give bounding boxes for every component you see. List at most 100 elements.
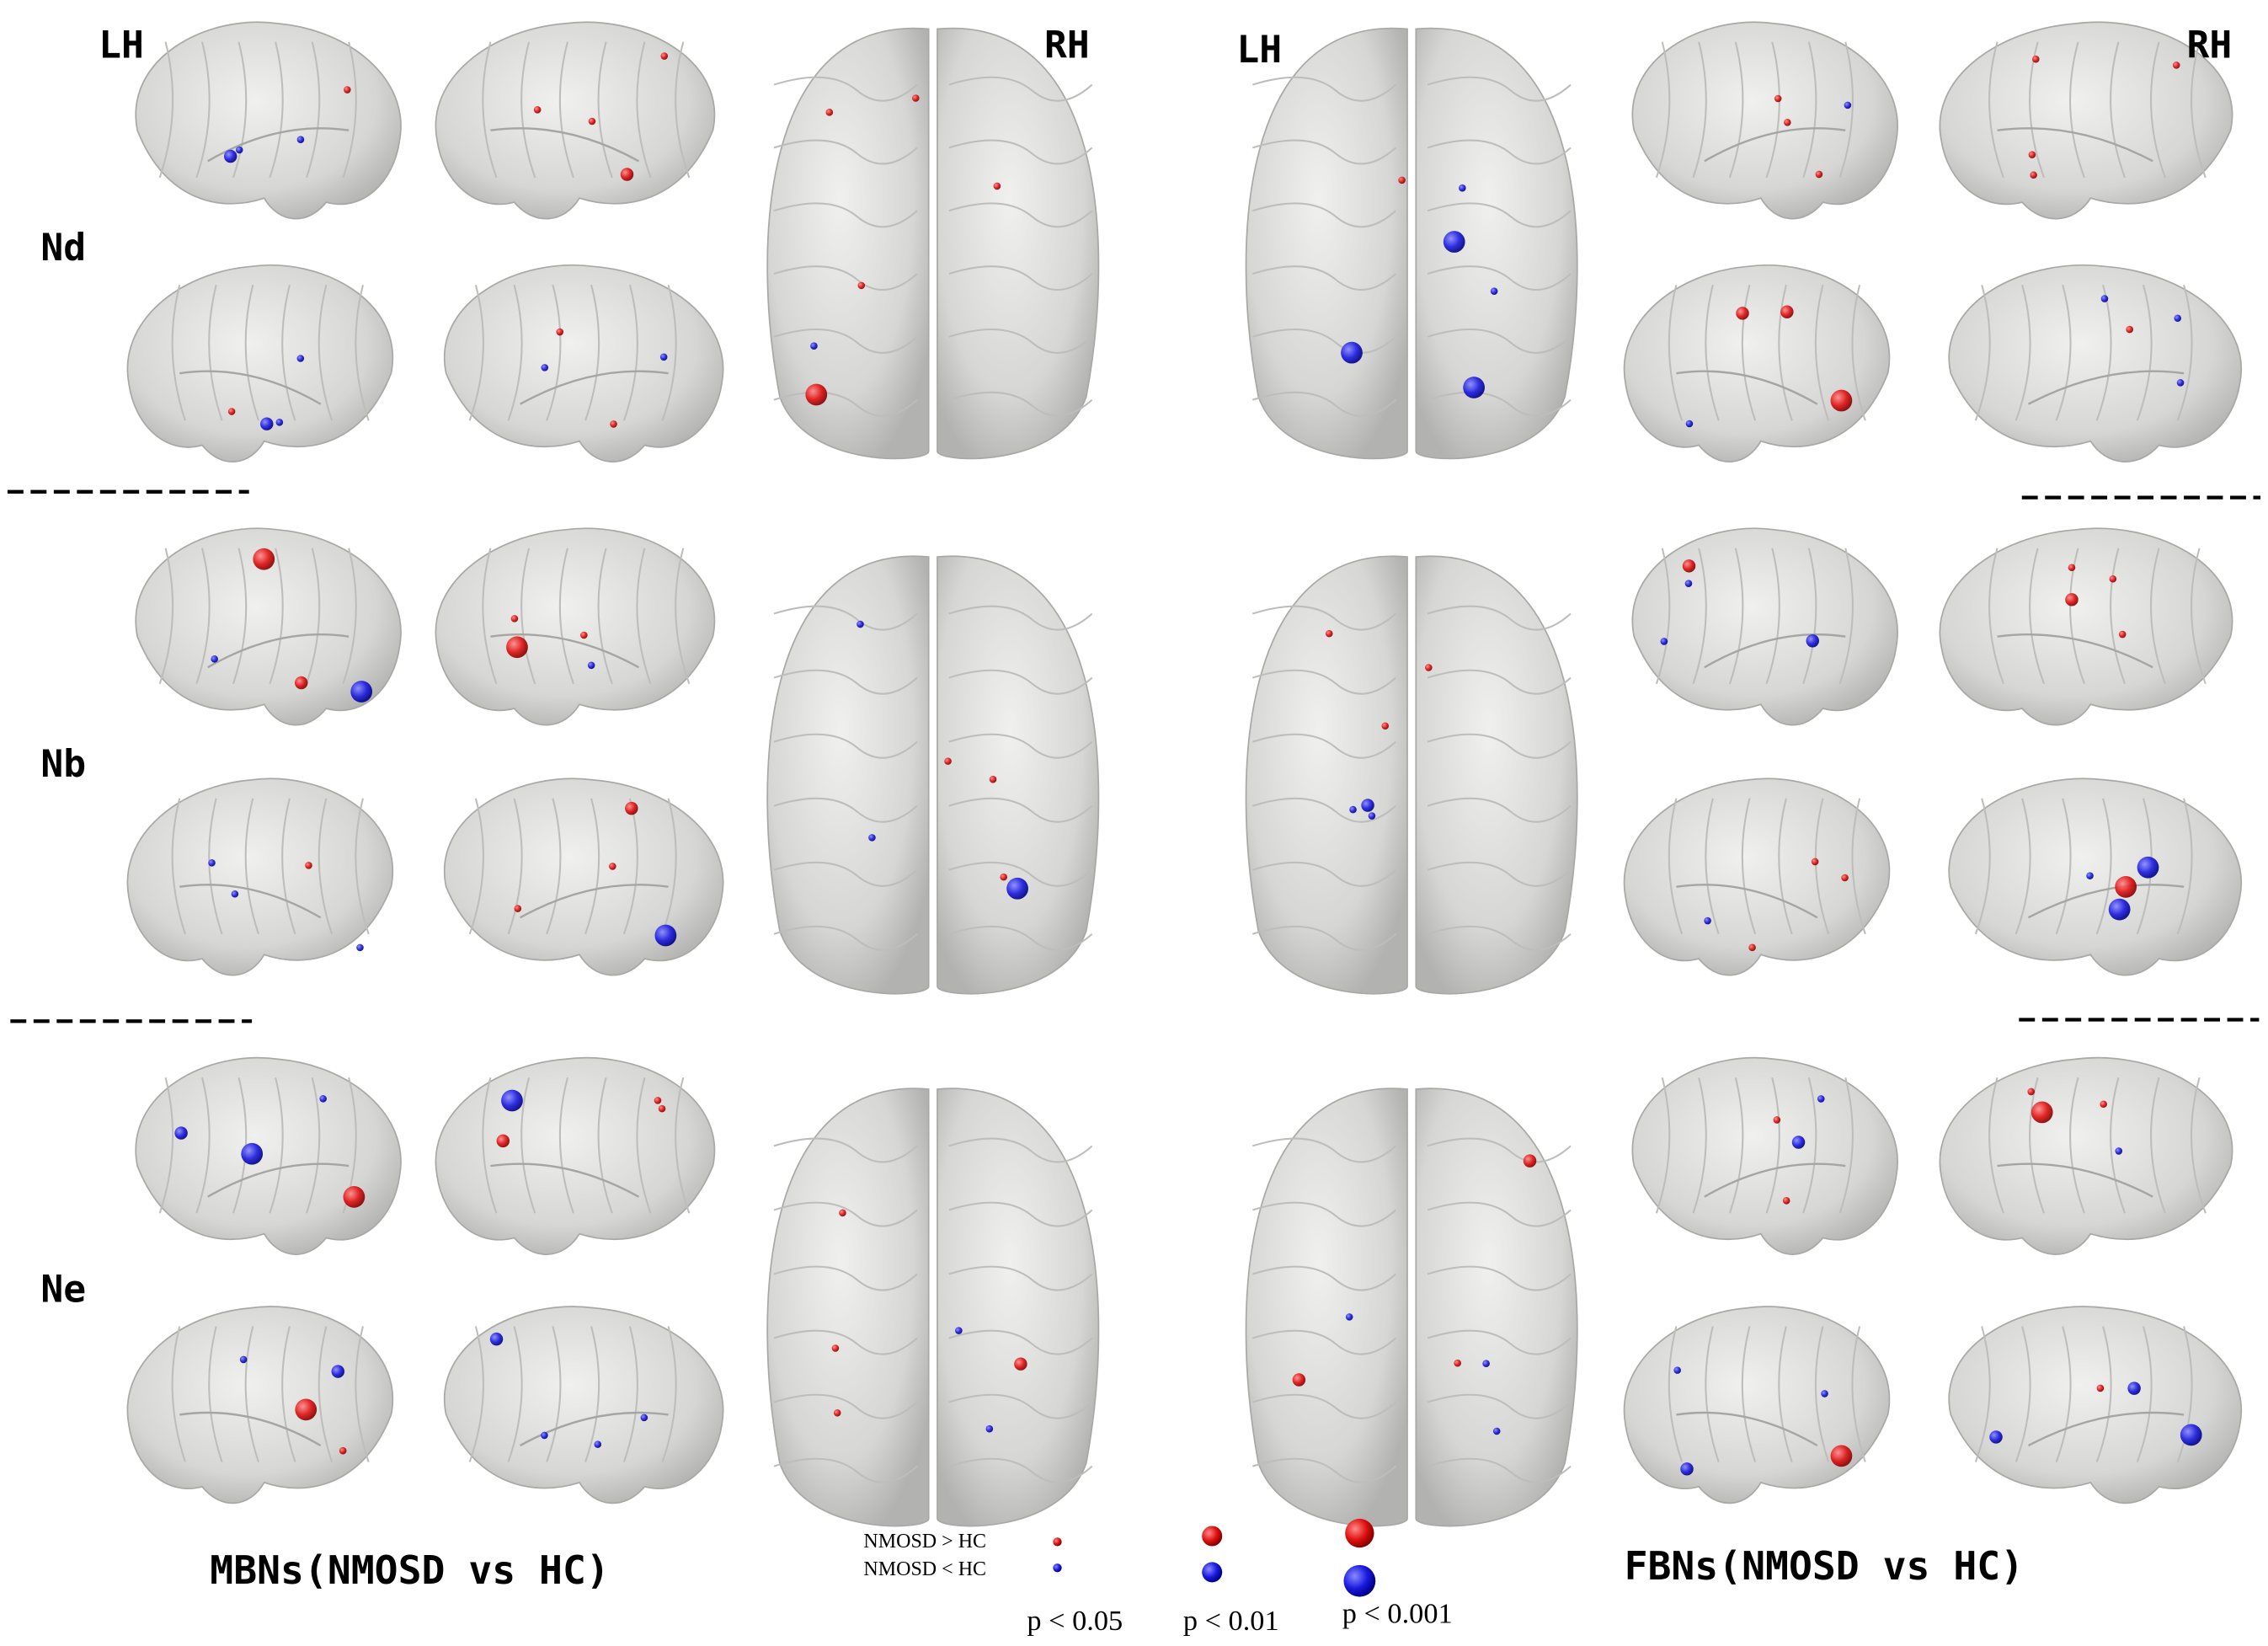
- node: [1748, 943, 1756, 952]
- gyrus: [773, 1457, 918, 1483]
- gyrus: [306, 1077, 321, 1214]
- gyrus: [281, 285, 296, 421]
- node: [1682, 559, 1696, 573]
- node: [831, 1344, 840, 1352]
- node: [580, 631, 588, 639]
- legend-node: [1202, 1562, 1223, 1583]
- gyrus: [948, 797, 1093, 823]
- gyrus: [1427, 1137, 1572, 1163]
- brain-hemisphere: [937, 27, 1100, 460]
- node: [1490, 287, 1498, 296]
- gyrus: [520, 1077, 536, 1214]
- brain-lateral: [1948, 264, 2243, 462]
- node: [1821, 1390, 1828, 1397]
- gyrus: [1668, 798, 1684, 935]
- row-label: Ne: [40, 1267, 86, 1311]
- gyrus: [1851, 285, 1866, 421]
- node: [1345, 1313, 1353, 1321]
- gyrus: [1251, 861, 1396, 887]
- gyrus: [1838, 41, 1854, 179]
- legend-node: [1053, 1537, 1062, 1547]
- gyrus: [1741, 285, 1757, 421]
- gyrus: [773, 391, 918, 417]
- sulcus: [207, 127, 350, 163]
- gyrus: [2015, 284, 2031, 421]
- gyrus: [2176, 798, 2193, 935]
- node: [356, 943, 364, 952]
- gyrus: [2110, 1077, 2126, 1214]
- node: [857, 281, 866, 290]
- node: [2172, 61, 2180, 69]
- node: [1673, 1366, 1681, 1374]
- node: [223, 149, 237, 163]
- node: [227, 408, 236, 415]
- gyrus: [355, 1326, 370, 1462]
- gyrus: [208, 285, 223, 421]
- sulcus: [490, 1162, 639, 1198]
- gyrus: [948, 76, 1093, 102]
- node: [239, 1355, 248, 1364]
- gyrus: [1251, 1393, 1396, 1419]
- brain-lateral: [126, 264, 394, 462]
- node: [985, 1424, 994, 1433]
- gyrus: [1974, 798, 1991, 935]
- gyrus: [482, 1077, 498, 1214]
- gyrus: [1778, 285, 1793, 421]
- node: [810, 342, 818, 350]
- node: [2030, 171, 2037, 179]
- node: [825, 109, 834, 116]
- gyrus: [318, 798, 334, 935]
- gyrus: [584, 798, 600, 935]
- gyrus: [1427, 1329, 1572, 1355]
- sulcus: [179, 884, 322, 919]
- gyrus: [269, 1077, 284, 1214]
- brain-hemisphere: [766, 1088, 930, 1527]
- node: [1482, 1360, 1490, 1368]
- node: [2100, 1100, 2107, 1109]
- node: [496, 1134, 510, 1148]
- brain-lateral: [126, 778, 394, 976]
- gyrus: [520, 41, 536, 179]
- node: [2068, 564, 2076, 572]
- gyrus: [773, 797, 918, 823]
- gyrus: [1251, 1137, 1396, 1163]
- node: [1791, 1136, 1806, 1149]
- node: [2100, 295, 2109, 302]
- gyrus: [158, 41, 174, 179]
- gyrus: [773, 669, 918, 695]
- node: [556, 328, 564, 336]
- gyrus: [773, 1137, 918, 1163]
- gyrus: [948, 1457, 1093, 1483]
- node: [541, 364, 549, 371]
- gyrus: [1765, 41, 1780, 179]
- node: [1425, 664, 1433, 671]
- gyrus: [482, 41, 498, 179]
- legend-label: NMOSD < HC: [863, 1558, 986, 1580]
- legend-label: NMOSD > HC: [863, 1531, 986, 1552]
- gyrus: [507, 284, 523, 421]
- brain-hemisphere: [1415, 555, 1578, 995]
- node: [659, 353, 668, 361]
- gyrus: [558, 41, 574, 179]
- brain-hemisphere: [1245, 27, 1408, 460]
- node: [833, 1408, 841, 1417]
- node: [489, 1332, 504, 1346]
- gyrus: [1427, 328, 1572, 354]
- brain-lateral: [1939, 21, 2233, 220]
- gyrus: [195, 41, 211, 179]
- gyrus: [1655, 1077, 1671, 1214]
- sulcus: [1676, 370, 1818, 405]
- node: [533, 106, 542, 114]
- gyrus: [1988, 41, 2004, 179]
- gyrus: [597, 548, 613, 685]
- gyrus: [584, 1326, 600, 1462]
- gyrus: [2015, 1326, 2031, 1462]
- legend-level: p < 0.01: [1183, 1605, 1279, 1637]
- node: [253, 548, 275, 570]
- gyrus: [675, 41, 691, 179]
- node: [1459, 184, 1466, 192]
- brain-lateral: [444, 1306, 724, 1504]
- gyrus: [636, 548, 652, 685]
- node: [1325, 629, 1333, 638]
- gyrus: [195, 1077, 211, 1214]
